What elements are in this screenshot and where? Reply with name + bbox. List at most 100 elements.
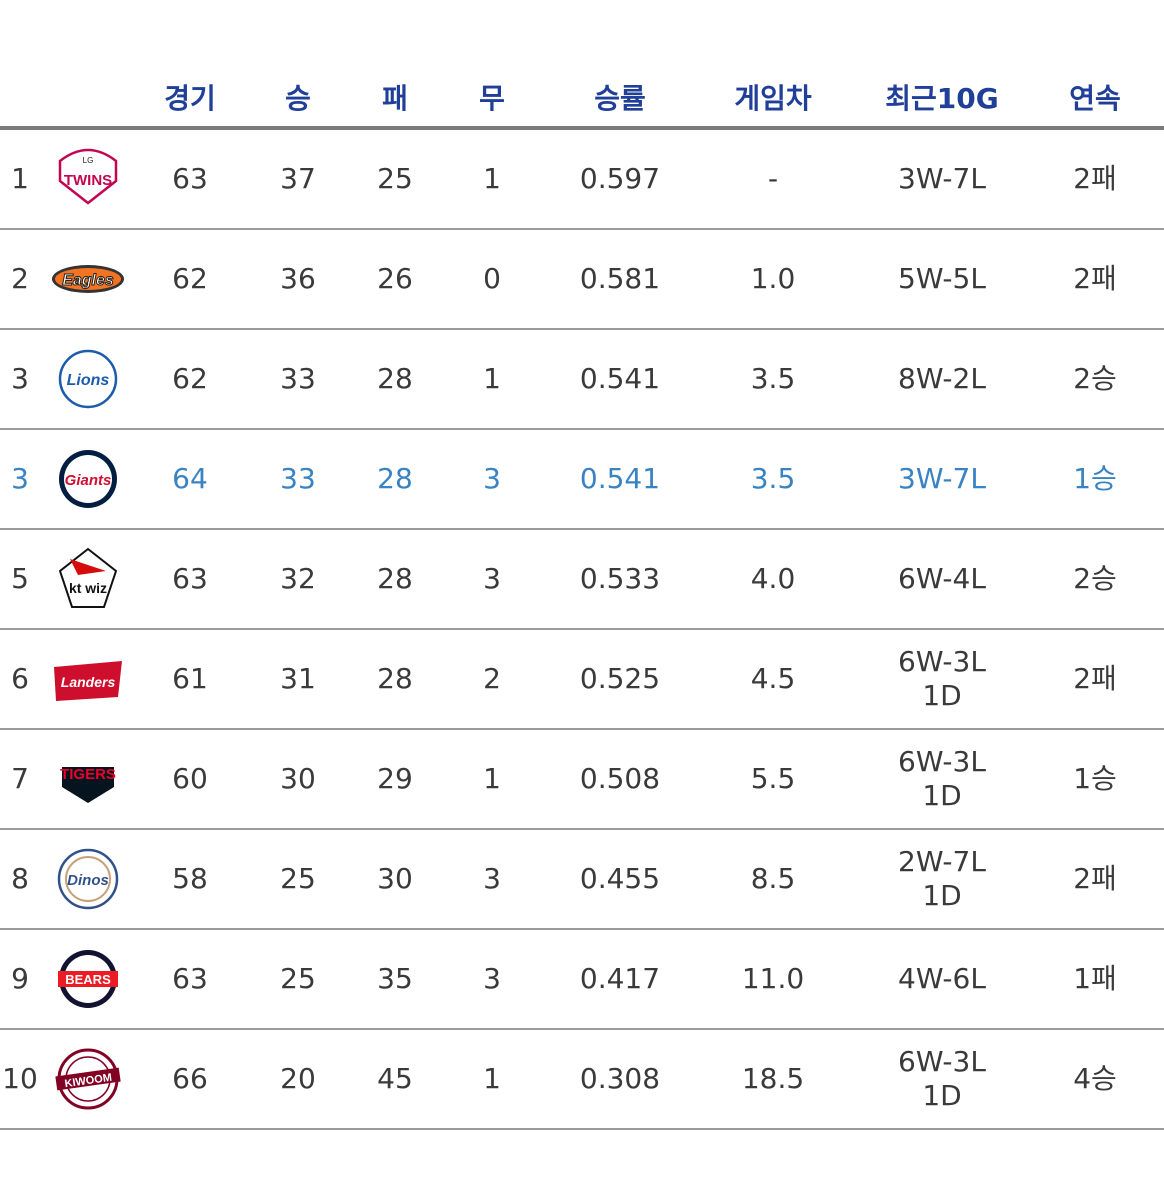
- last-10-cell: 6W-3L 1D: [862, 730, 1022, 828]
- streak-cell: 2승: [1073, 362, 1117, 395]
- last-10-cell: 2W-7L 1D: [862, 830, 1022, 928]
- rank-cell: 10: [2, 1062, 38, 1095]
- team-logo-icon: KIWOOM: [48, 1041, 128, 1117]
- header-streak[interactable]: 연속: [1069, 82, 1121, 115]
- games-cell: 62: [172, 362, 208, 395]
- table-row[interactable]: 7 TIGERS 60 30 29 1 0.508 5.5 6W-3L 1D 1승: [0, 730, 1164, 830]
- win-pct-cell: 0.508: [579, 762, 661, 795]
- last-10-record: 3W-7L: [898, 462, 986, 495]
- table-row[interactable]: 3 Lions 62 33 28 1 0.541 3.5 8W-2L 2승: [0, 330, 1164, 430]
- games-cell: 60: [172, 762, 208, 795]
- last-10-cell: 3W-7L: [862, 430, 1022, 528]
- streak-cell: 2패: [1073, 262, 1117, 295]
- header-wins[interactable]: 승: [285, 82, 311, 115]
- win-pct-cell: 0.417: [579, 962, 661, 995]
- losses-cell: 28: [377, 362, 413, 395]
- wins-cell: 32: [280, 562, 316, 595]
- losses-cell: 28: [377, 562, 413, 595]
- table-row[interactable]: 3 Giants 64 33 28 3 0.541 3.5 3W-7L 1승: [0, 430, 1164, 530]
- svg-text:kt wiz: kt wiz: [69, 580, 107, 596]
- svg-text:LG: LG: [83, 156, 94, 165]
- last-10-record: 5W-5L: [898, 262, 986, 295]
- rank-cell: 2: [11, 262, 29, 295]
- win-pct-cell: 0.308: [579, 1062, 661, 1095]
- games-behind-cell: 1.0: [750, 262, 796, 295]
- last-10-cell: 8W-2L: [862, 330, 1022, 428]
- draws-cell: 1: [483, 362, 501, 395]
- header-last-10[interactable]: 최근10G: [885, 82, 999, 115]
- wins-cell: 33: [280, 362, 316, 395]
- team-logo-icon: Eagles: [48, 241, 128, 317]
- streak-cell: 2패: [1073, 162, 1117, 195]
- table-row[interactable]: 9 BEARS 63 25 35 3 0.417 11.0 4W-6L 1패: [0, 930, 1164, 1030]
- win-pct-cell: 0.597: [579, 162, 661, 195]
- header-draws[interactable]: 무: [479, 82, 505, 115]
- games-cell: 66: [172, 1062, 208, 1095]
- last-10-cell: 6W-3L 1D: [862, 630, 1022, 728]
- table-row[interactable]: 6 Landers 61 31 28 2 0.525 4.5 6W-3L 1D 2패: [0, 630, 1164, 730]
- team-logo-icon: LG TWINS: [48, 141, 128, 217]
- losses-cell: 45: [377, 1062, 413, 1095]
- games-behind-cell: 5.5: [750, 762, 796, 795]
- streak-cell: 1패: [1073, 962, 1117, 995]
- last-10-draws: 1D: [922, 679, 962, 712]
- draws-cell: 1: [483, 762, 501, 795]
- lotte-giants-logo: Giants: [46, 430, 130, 528]
- last-10-draws: 1D: [922, 779, 962, 812]
- last-10-draws: 1D: [922, 1079, 962, 1112]
- games-cell: 63: [172, 562, 208, 595]
- games-cell: 63: [172, 162, 208, 195]
- table-body: 1 LG TWINS 63 37 25 1 0.597- 3W-7L 2패 2 Eagles 62…: [0, 130, 1164, 1130]
- last-10-record: 8W-2L: [898, 362, 986, 395]
- wins-cell: 30: [280, 762, 316, 795]
- header-games[interactable]: 경기: [164, 82, 216, 115]
- last-10-cell: 3W-7L: [862, 130, 1022, 228]
- wins-cell: 33: [280, 462, 316, 495]
- table-row[interactable]: 5 kt wiz 63 32 28 3 0.533 4.0 6W-4L 2승: [0, 530, 1164, 630]
- draws-cell: 3: [483, 962, 501, 995]
- table-row[interactable]: 10 KIWOOM 66 20 45 1 0.308 18.5 6W-3L 1D 4승: [0, 1030, 1164, 1130]
- draws-cell: 3: [483, 462, 501, 495]
- draws-cell: 1: [483, 162, 501, 195]
- table-row[interactable]: 8 Dinos 58 25 30 3 0.455 8.5 2W-7L 1D 2패: [0, 830, 1164, 930]
- win-pct-cell: 0.581: [579, 262, 661, 295]
- games-cell: 58: [172, 862, 208, 895]
- streak-cell: 2패: [1073, 662, 1117, 695]
- team-logo-icon: Dinos: [48, 841, 128, 917]
- header-games-behind[interactable]: 게임차: [734, 82, 812, 115]
- last-10-cell: 5W-5L: [862, 230, 1022, 328]
- wins-cell: 37: [280, 162, 316, 195]
- games-behind-cell: 8.5: [750, 862, 796, 895]
- streak-cell: 1승: [1073, 462, 1117, 495]
- team-logo-icon: kt wiz: [48, 541, 128, 617]
- losses-cell: 29: [377, 762, 413, 795]
- losses-cell: 28: [377, 462, 413, 495]
- table-row[interactable]: 1 LG TWINS 63 37 25 1 0.597 - 3W-7L 2패: [0, 130, 1164, 230]
- wins-cell: 36: [280, 262, 316, 295]
- svg-text:Eagles: Eagles: [62, 272, 114, 289]
- team-logo-icon: Landers: [48, 641, 128, 717]
- rank-cell: 3: [11, 362, 29, 395]
- table-row[interactable]: 2 Eagles 62 36 26 0 0.581 1.0 5W-5L 2패: [0, 230, 1164, 330]
- win-pct-cell: 0.533: [579, 562, 661, 595]
- streak-cell: 4승: [1073, 1062, 1117, 1095]
- streak-cell: 2승: [1073, 562, 1117, 595]
- svg-text:TIGERS: TIGERS: [60, 766, 116, 783]
- games-behind-cell: -: [767, 162, 779, 195]
- games-cell: 63: [172, 962, 208, 995]
- team-logo-icon: Lions: [48, 341, 128, 417]
- svg-text:TWINS: TWINS: [64, 172, 112, 189]
- team-logo-icon: TIGERS: [48, 741, 128, 817]
- games-cell: 64: [172, 462, 208, 495]
- rank-cell: 1: [11, 162, 29, 195]
- lg-twins-logo: LG TWINS: [46, 130, 130, 228]
- nc-dinos-logo: Dinos: [46, 830, 130, 928]
- header-losses[interactable]: 패: [382, 82, 408, 115]
- svg-text:Dinos: Dinos: [67, 872, 109, 889]
- draws-cell: 0: [483, 262, 501, 295]
- svg-text:Giants: Giants: [65, 472, 112, 489]
- win-pct-cell: 0.541: [579, 462, 661, 495]
- hanwha-eagles-logo: Eagles: [46, 230, 130, 328]
- header-win-pct[interactable]: 승률: [594, 82, 646, 115]
- team-logo-icon: Giants: [48, 441, 128, 517]
